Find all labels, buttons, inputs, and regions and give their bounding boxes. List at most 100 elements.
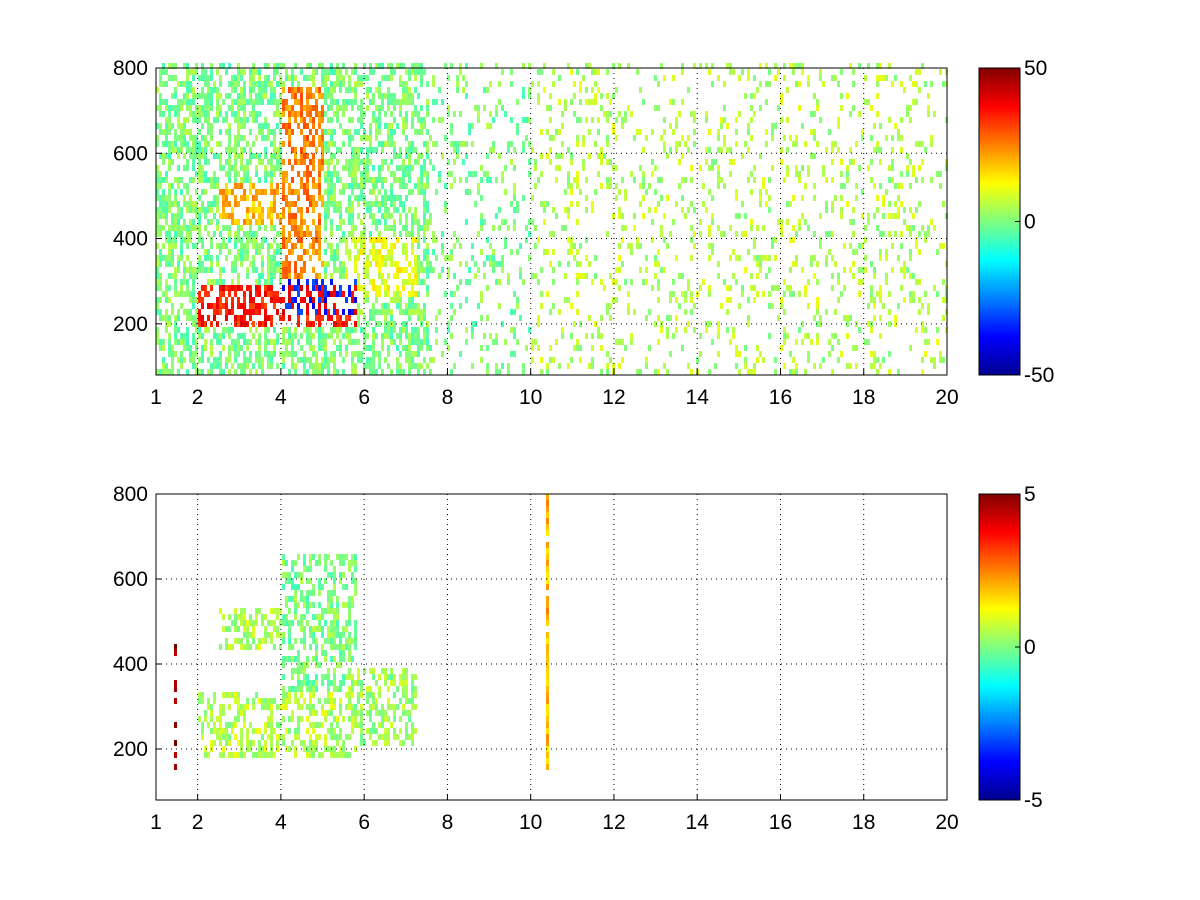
- heatmap-cell: [390, 315, 393, 321]
- heatmap-cell: [297, 195, 300, 201]
- heatmap-cell: [177, 213, 180, 219]
- heatmap-cell: [768, 333, 771, 339]
- heatmap-cell: [246, 339, 249, 345]
- heatmap-cell: [213, 327, 216, 333]
- heatmap-cell: [306, 153, 309, 159]
- heatmap-cell: [831, 141, 834, 147]
- heatmap-cell: [339, 632, 342, 638]
- heatmap-cell: [567, 261, 570, 267]
- heatmap-cell: [318, 303, 321, 309]
- heatmap-cell: [897, 213, 900, 219]
- heatmap-cell: [369, 734, 372, 740]
- heatmap-cell: [885, 279, 888, 285]
- heatmap-cell: [810, 111, 813, 117]
- heatmap-cell: [252, 255, 255, 261]
- heatmap-cell: [825, 231, 828, 237]
- heatmap-cell: [579, 273, 582, 279]
- heatmap-cell: [567, 207, 570, 213]
- heatmap-cell: [327, 69, 330, 75]
- heatmap-cell: [366, 333, 369, 339]
- heatmap-cell: [339, 351, 342, 357]
- heatmap-cell: [381, 105, 384, 111]
- heatmap-cell: [246, 357, 249, 363]
- heatmap-cell: [408, 734, 411, 740]
- heatmap-cell: [180, 249, 183, 255]
- heatmap-cell: [390, 135, 393, 141]
- heatmap-cell: [216, 99, 219, 105]
- heatmap-cell: [483, 333, 486, 339]
- heatmap-cell: [315, 237, 318, 243]
- heatmap-cell: [273, 87, 276, 93]
- heatmap-cell: [210, 710, 213, 716]
- heatmap-cell: [747, 249, 750, 255]
- heatmap-cell: [363, 177, 366, 183]
- heatmap-cell: [360, 716, 363, 722]
- heatmap-cell: [186, 267, 189, 273]
- heatmap-cell: [909, 297, 912, 303]
- heatmap-cell: [174, 225, 177, 231]
- heatmap-cell: [657, 201, 660, 207]
- heatmap-cell: [576, 69, 579, 75]
- heatmap-cell: [204, 177, 207, 183]
- heatmap-cell: [411, 141, 414, 147]
- heatmap-cell: [267, 285, 270, 291]
- heatmap-cell: [420, 123, 423, 129]
- heatmap-cell: [648, 345, 651, 351]
- heatmap-cell: [204, 339, 207, 345]
- heatmap-cell: [453, 273, 456, 279]
- heatmap-cell: [801, 195, 804, 201]
- heatmap-cell: [252, 698, 255, 704]
- heatmap-cell: [282, 141, 285, 147]
- heatmap-cell: [336, 734, 339, 740]
- heatmap-cell: [264, 698, 267, 704]
- heatmap-cell: [429, 345, 432, 351]
- heatmap-cell: [264, 303, 267, 309]
- heatmap-cell: [411, 231, 414, 237]
- heatmap-cell: [309, 159, 312, 165]
- heatmap-cell: [693, 63, 696, 69]
- heatmap-cell: [324, 297, 327, 303]
- heatmap-cell: [243, 704, 246, 710]
- heatmap-cell: [327, 189, 330, 195]
- heatmap-cell: [309, 105, 312, 111]
- heatmap-cell: [288, 656, 291, 662]
- heatmap-cell: [372, 728, 375, 734]
- heatmap-cell: [576, 141, 579, 147]
- heatmap-cell: [396, 297, 399, 303]
- heatmap-cell: [258, 219, 261, 225]
- heatmap-cell: [549, 135, 552, 141]
- heatmap-cell: [717, 351, 720, 357]
- heatmap-cell: [639, 129, 642, 135]
- heatmap-cell: [171, 75, 174, 81]
- heatmap-cell: [258, 273, 261, 279]
- heatmap-cell: [327, 626, 330, 632]
- heatmap-cell: [885, 189, 888, 195]
- heatmap-cell: [315, 626, 318, 632]
- heatmap-cell: [726, 327, 729, 333]
- heatmap-cell: [315, 644, 318, 650]
- heatmap-cell: [294, 267, 297, 273]
- heatmap-cell: [411, 303, 414, 309]
- heatmap-cell: [753, 75, 756, 81]
- heatmap-cell: [804, 219, 807, 225]
- heatmap-cell: [597, 69, 600, 75]
- heatmap-cell: [285, 698, 288, 704]
- heatmap-cell: [315, 183, 318, 189]
- heatmap-cell: [498, 279, 501, 285]
- heatmap-cell: [315, 69, 318, 75]
- heatmap-cell: [312, 81, 315, 87]
- heatmap-cell: [792, 63, 795, 69]
- heatmap-cell: [771, 129, 774, 135]
- heatmap-cell: [336, 662, 339, 668]
- heatmap-cell: [351, 686, 354, 692]
- heatmap-cell: [222, 746, 225, 752]
- heatmap-cell: [252, 309, 255, 315]
- heatmap-cell: [387, 303, 390, 309]
- heatmap-cell: [183, 237, 186, 243]
- heatmap-cell: [195, 111, 198, 117]
- heatmap-cell: [396, 153, 399, 159]
- heatmap-cell: [594, 141, 597, 147]
- heatmap-cell: [264, 704, 267, 710]
- heatmap-cell: [360, 189, 363, 195]
- heatmap-cell: [591, 279, 594, 285]
